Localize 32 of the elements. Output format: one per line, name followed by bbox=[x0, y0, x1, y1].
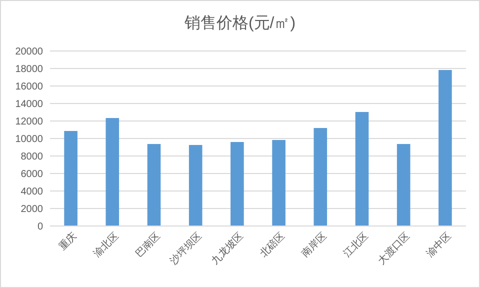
bar bbox=[188, 144, 202, 226]
bar bbox=[314, 128, 328, 226]
bar bbox=[272, 140, 286, 226]
y-tick-label: 0 bbox=[37, 222, 44, 232]
bar bbox=[355, 112, 369, 226]
x-tick-label: 江北区 bbox=[340, 230, 371, 260]
y-tick-label: 8000 bbox=[20, 152, 44, 162]
y-tick-label: 12000 bbox=[15, 116, 44, 128]
bar bbox=[396, 144, 410, 226]
x-tick-label: 沙坪坝区 bbox=[167, 230, 204, 267]
y-tick-label: 2000 bbox=[20, 204, 44, 215]
x-tick-label: 大渡口区 bbox=[375, 230, 412, 267]
bar bbox=[438, 70, 452, 226]
y-tick-label: 18000 bbox=[15, 64, 44, 75]
x-tick-label: 渝北区 bbox=[91, 230, 121, 260]
x-tick-label: 北碚区 bbox=[258, 230, 288, 260]
y-tick-label: 20000 bbox=[15, 46, 44, 58]
y-tick-label: 10000 bbox=[15, 134, 44, 145]
x-tick-label: 巴南区 bbox=[132, 230, 163, 260]
x-tick-label: 重庆 bbox=[56, 230, 80, 253]
y-tick-label: 4000 bbox=[20, 186, 44, 198]
chart-title: 销售价格(元/㎡) bbox=[183, 15, 296, 32]
x-tick-label: 九龙坡区 bbox=[209, 230, 246, 267]
bar bbox=[106, 118, 120, 226]
bar bbox=[147, 144, 161, 226]
x-tick-label: 渝中区 bbox=[424, 230, 454, 260]
y-tick-label: 14000 bbox=[15, 99, 44, 110]
bar bbox=[64, 130, 78, 226]
y-tick-label: 16000 bbox=[15, 82, 44, 92]
x-tick-label: 南岸区 bbox=[299, 230, 329, 260]
bar bbox=[230, 142, 244, 226]
y-tick-label: 6000 bbox=[20, 169, 44, 180]
